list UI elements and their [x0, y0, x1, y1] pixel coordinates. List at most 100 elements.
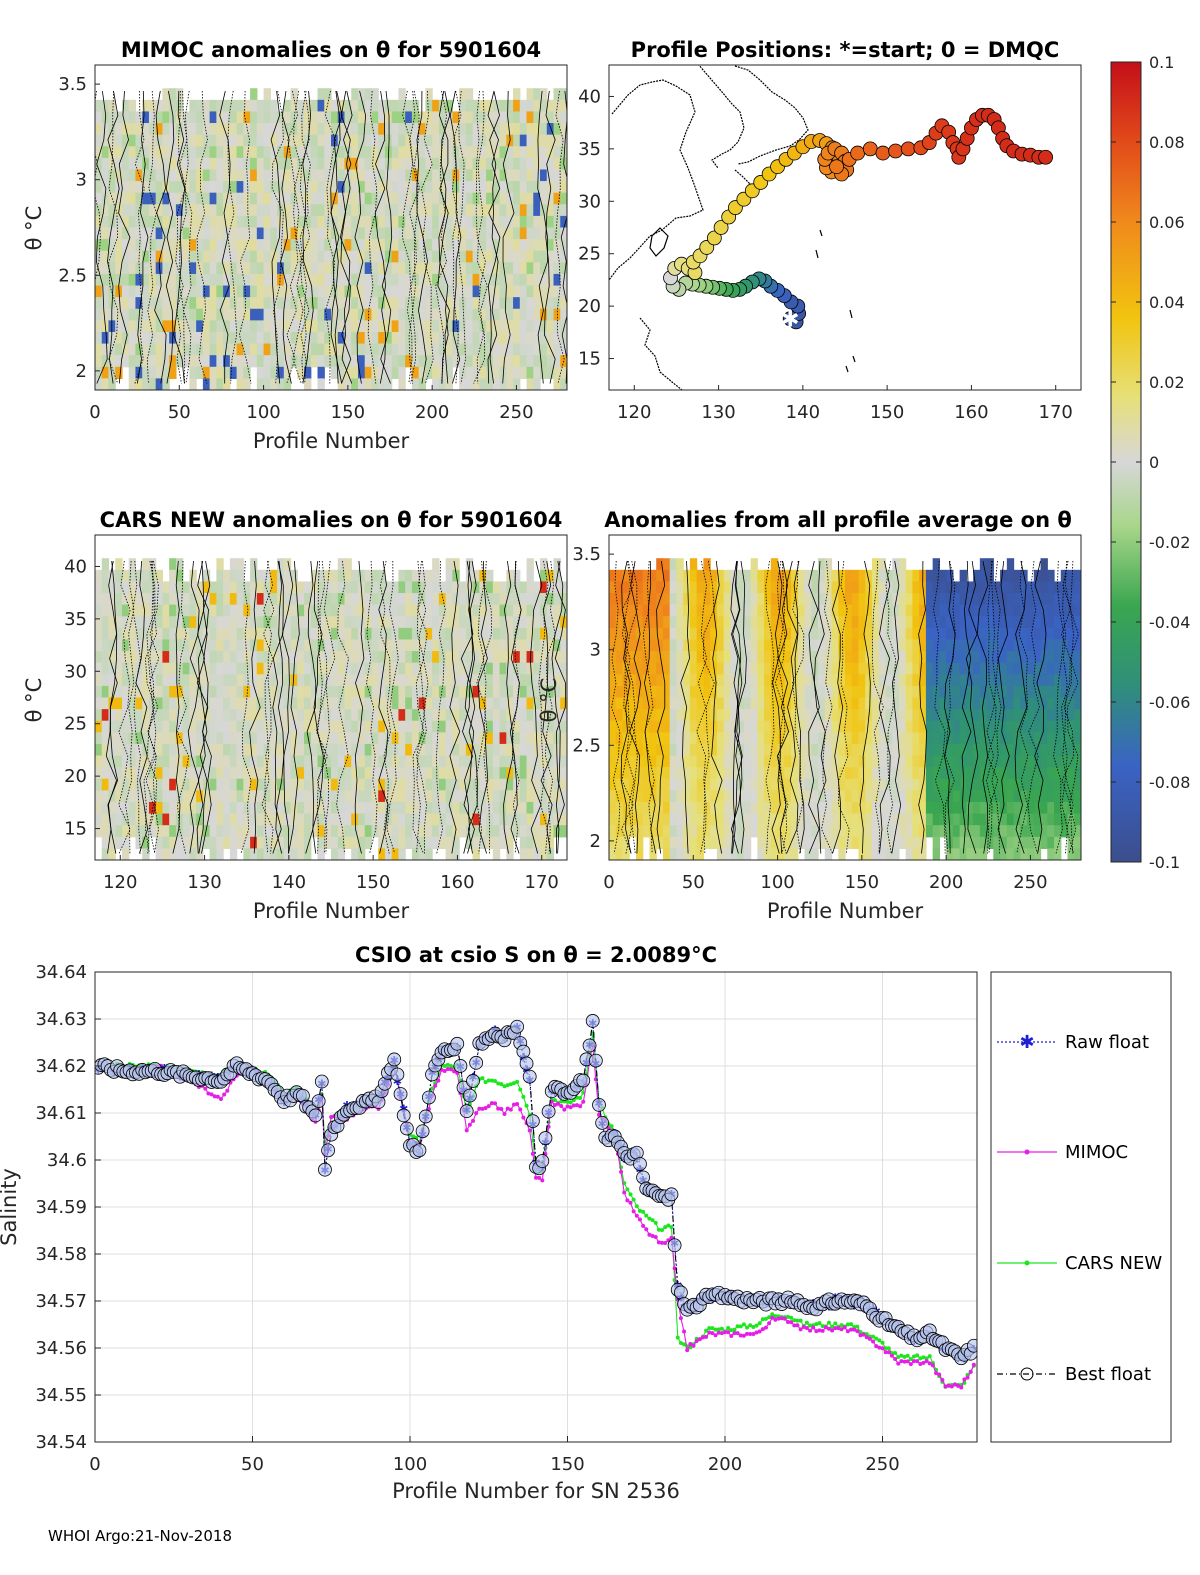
heat-cell [546, 123, 555, 136]
heat-cell [526, 778, 534, 791]
heat-cell [649, 801, 657, 815]
heat-cell [838, 755, 846, 768]
heat-cell [101, 250, 110, 263]
heat-cell [878, 848, 887, 860]
heat-cell [925, 801, 934, 815]
heat-cell [317, 732, 325, 745]
heat-cell [683, 848, 691, 860]
heat-cell [331, 709, 339, 722]
heat-cell [912, 569, 920, 583]
heat-cell [384, 134, 393, 147]
heat-cell [169, 697, 177, 710]
heat-cell [351, 88, 359, 101]
heat-cell [317, 767, 325, 780]
heat-cell [925, 685, 934, 699]
heat-cell [142, 192, 150, 205]
heat-cell [283, 662, 292, 675]
heat-cell [189, 378, 197, 390]
heat-cell [155, 146, 164, 159]
heat-cell [351, 790, 359, 803]
heat-cell [223, 581, 231, 594]
heat-cell [452, 355, 460, 368]
heat-cell [723, 709, 731, 722]
heat-cell [364, 285, 373, 298]
heat-cell [912, 813, 920, 826]
heat-cell [310, 651, 319, 664]
heat-cell [445, 146, 453, 159]
heat-cell [730, 651, 738, 664]
heat-cell [459, 378, 467, 390]
heat-cell [142, 674, 150, 687]
heat-cell [609, 848, 617, 860]
heat-cell [629, 569, 637, 583]
heat-cell [506, 366, 514, 379]
heat-cell [371, 111, 379, 124]
heat-cell [378, 250, 386, 263]
heat-cell [371, 88, 379, 101]
heat-cell [851, 755, 860, 768]
heat-cell [905, 604, 914, 617]
heat-cell [310, 192, 319, 205]
heat-cell [128, 801, 137, 815]
heat-cell [223, 720, 231, 733]
heat-cell [486, 262, 494, 275]
heat-cell [142, 378, 150, 390]
heat-cell [838, 674, 846, 687]
heat-cell [270, 848, 278, 860]
heat-cell [513, 123, 521, 136]
heat-cell [519, 616, 528, 629]
x-tick-label: 150 [870, 402, 904, 423]
heat-cell [506, 146, 514, 159]
heat-cell [472, 366, 480, 379]
heat-cell [472, 204, 480, 217]
heat-cell [310, 297, 319, 310]
heat-cell [905, 790, 914, 803]
heat-cell [148, 378, 157, 390]
contour-line [503, 560, 514, 854]
heat-cell [540, 320, 548, 333]
heat-cell [175, 778, 184, 791]
heat-cell [797, 813, 806, 826]
heat-cell [297, 627, 305, 641]
heat-cell [128, 593, 137, 606]
heat-cell [209, 215, 217, 229]
heat-cell [656, 662, 664, 675]
heat-cell [216, 593, 224, 606]
heat-cell [297, 146, 305, 159]
heat-cell [486, 169, 494, 182]
heat-cell [418, 192, 426, 205]
heat-cell [425, 250, 433, 263]
heat-cell [506, 285, 514, 298]
heat-cell [142, 320, 150, 333]
heat-cell [411, 848, 420, 860]
heat-cell [142, 732, 150, 745]
heat-cell [452, 320, 460, 333]
y-tick-label: 25 [578, 244, 601, 265]
heat-cell [243, 639, 251, 652]
heat-cell [398, 239, 406, 252]
heat-cell [703, 767, 711, 780]
heat-cell [384, 720, 393, 733]
heat-cell [108, 709, 116, 722]
heat-cell [371, 134, 379, 147]
heat-cell [250, 743, 258, 757]
heat-cell [425, 569, 433, 583]
heat-cell [331, 146, 339, 159]
heat-cell [499, 662, 507, 675]
heat-cell [101, 639, 110, 652]
heat-cell [209, 790, 217, 803]
heat-cell [189, 204, 197, 217]
heat-cell [357, 239, 366, 252]
heat-cell [459, 273, 467, 287]
heat-cell [391, 732, 400, 745]
heat-cell [865, 685, 873, 699]
heat-cell [533, 146, 541, 159]
heat-cell [263, 616, 271, 629]
heat-cell [723, 790, 731, 803]
heat-cell [209, 262, 217, 275]
heat-cell [324, 778, 332, 791]
heat-cell [526, 215, 534, 229]
heat-cell [743, 755, 752, 768]
heat-cell [364, 697, 373, 710]
heat-cell [384, 99, 393, 113]
